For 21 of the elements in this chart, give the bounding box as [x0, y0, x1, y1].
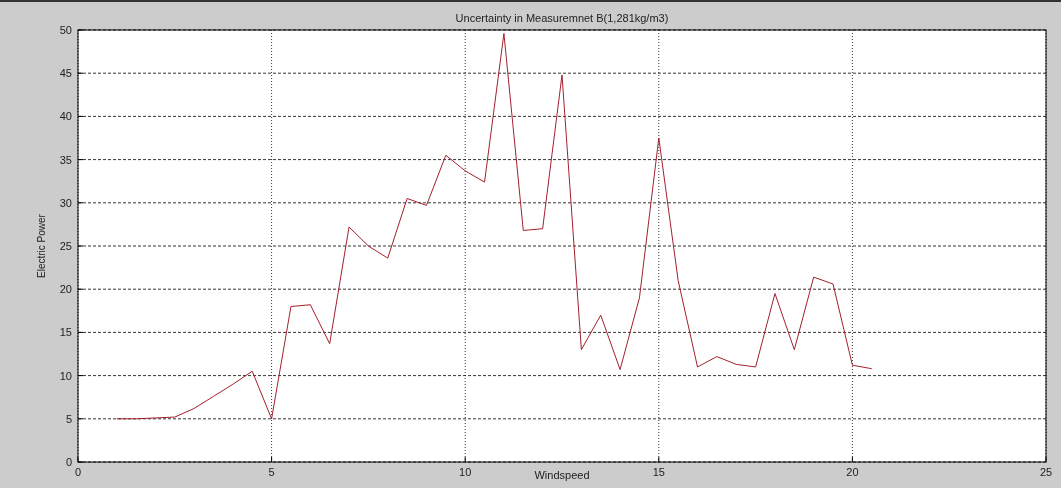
- y-tick-label: 15: [59, 326, 72, 339]
- x-tick-label: 0: [74, 466, 82, 478]
- x-tick-label: 20: [846, 466, 859, 478]
- y-tick-label: 20: [59, 283, 72, 296]
- x-tick-label: 10: [459, 466, 472, 478]
- y-axis-title: Electric Power: [36, 213, 47, 278]
- y-tick-label: 0: [65, 456, 72, 468]
- x-axis-title: Windspeed: [534, 469, 590, 481]
- y-tick-label: 5: [65, 412, 72, 425]
- y-tick-label: 25: [59, 240, 72, 252]
- y-tick-label: 40: [59, 110, 72, 123]
- x-tick-label: 25: [1039, 466, 1053, 478]
- x-tick-label: 5: [268, 466, 275, 478]
- y-tick-label: 50: [59, 24, 72, 36]
- x-tick-label: 15: [652, 466, 665, 478]
- y-tick-label: 45: [59, 67, 72, 80]
- y-tick-label: 30: [59, 196, 72, 209]
- chart-title: Uncertainty in Measuremnet B(1,281kg/m3): [455, 12, 669, 24]
- y-tick-label: 10: [59, 369, 72, 382]
- y-tick-label: 35: [59, 153, 72, 166]
- line-series: [116, 32, 873, 420]
